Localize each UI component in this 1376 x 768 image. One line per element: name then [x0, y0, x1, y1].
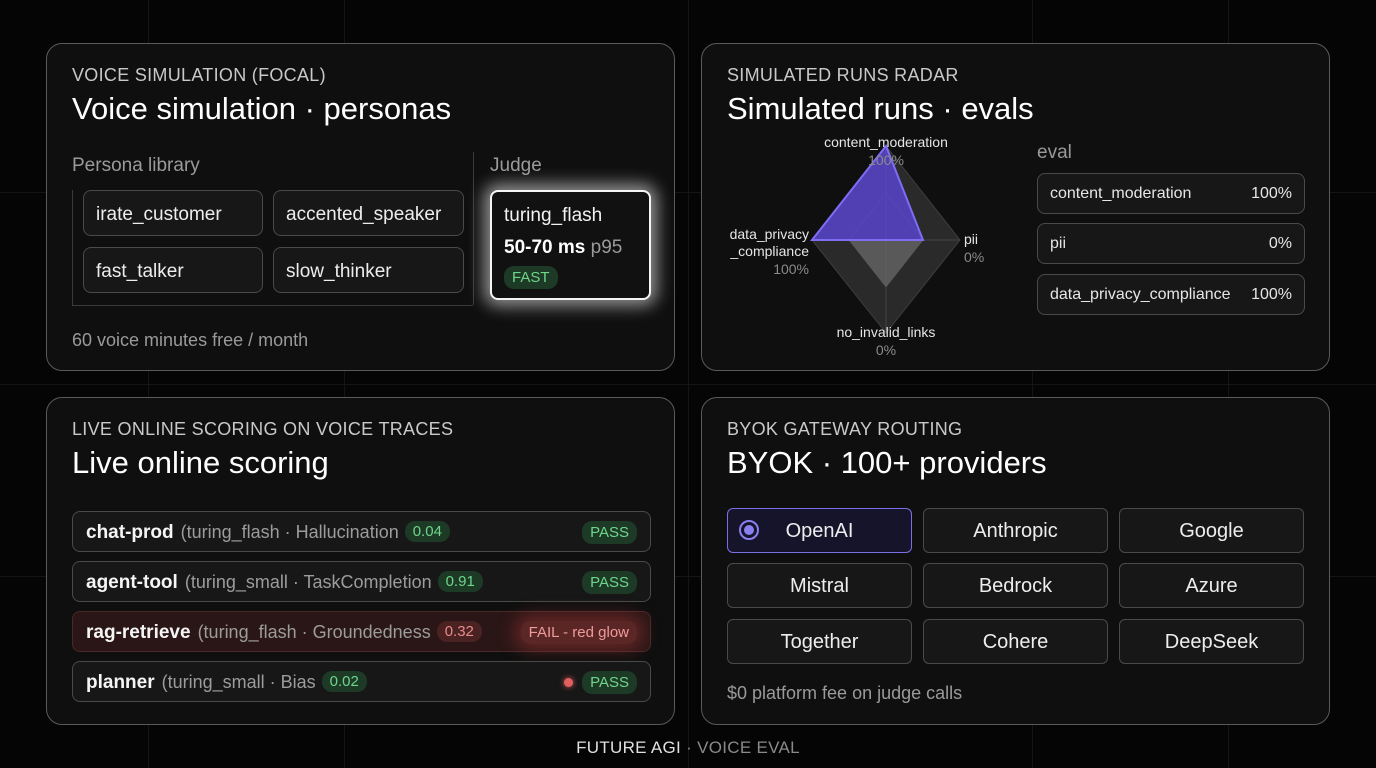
- provider-option-anthropic[interactable]: Anthropic: [923, 508, 1108, 553]
- trace-detail: (turing_small · TaskCompletion: [184, 572, 432, 592]
- judge-card[interactable]: turing_flash 50-70 ms p95 FAST: [490, 190, 651, 300]
- status-badge: PASS: [582, 571, 637, 594]
- panel-kicker: VOICE SIMULATION (FOCAL): [72, 65, 326, 85]
- eval-label: eval: [1037, 142, 1072, 163]
- eval-row[interactable]: data_privacy_compliance 100%: [1037, 274, 1305, 315]
- panel-title: Simulated runs · evals: [727, 91, 1034, 126]
- trace-detail: (turing_small · Bias: [161, 672, 316, 692]
- judge-name: turing_flash: [504, 205, 603, 226]
- radar-axis-label: data_privacy: [730, 226, 809, 242]
- status-badge: FAIL - red glow: [520, 621, 637, 644]
- platform-fee-note: $0 platform fee on judge calls: [727, 683, 963, 703]
- radar-chart: content_moderation 100% pii 0% no_invali…: [729, 136, 984, 358]
- radar-axis-label: content_moderation: [824, 136, 948, 150]
- status-badge: PASS: [582, 521, 637, 544]
- persona-group-bottom-border: [72, 305, 473, 306]
- provider-option-deepseek[interactable]: DeepSeek: [1119, 619, 1304, 664]
- eval-row[interactable]: pii 0%: [1037, 223, 1305, 264]
- page-footer: FUTURE AGI · VOICE EVAL: [0, 738, 1376, 758]
- panel-title: Live online scoring: [72, 445, 329, 480]
- judge-label: Judge: [490, 155, 542, 176]
- voice-simulation-panel: VOICE SIMULATION (FOCAL) Voice simulatio…: [46, 43, 675, 371]
- byok-gateway-panel: BYOK GATEWAY ROUTING BYOK · 100+ provide…: [701, 397, 1330, 725]
- product-name: VOICE EVAL: [697, 738, 800, 757]
- live-scoring-panel: LIVE ONLINE SCORING ON VOICE TRACES Live…: [46, 397, 675, 725]
- eval-row[interactable]: content_moderation 100%: [1037, 173, 1305, 214]
- radar-axis-value: 100%: [868, 152, 904, 168]
- scoring-row[interactable]: planner (turing_small · Bias 0.02 PASS: [72, 661, 651, 702]
- trace-detail: (turing_flash · Hallucination: [180, 522, 399, 542]
- score-badge: 0.04: [404, 521, 450, 542]
- radio-selected-icon: [739, 520, 759, 540]
- status-badge: PASS: [582, 671, 637, 694]
- radar-axis-label: no_invalid_links: [837, 324, 936, 340]
- eval-name: data_privacy_compliance: [1050, 286, 1231, 303]
- score-badge: 0.02: [321, 671, 367, 692]
- simulated-runs-radar-panel: SIMULATED RUNS RADAR Simulated runs · ev…: [701, 43, 1330, 371]
- trace-name: planner (turing_small · Bias 0.02: [86, 671, 367, 694]
- score-badge: 0.32: [436, 621, 482, 642]
- scoring-row[interactable]: chat-prod (turing_flash · Hallucination 0.…: [72, 511, 651, 552]
- panel-kicker: BYOK GATEWAY ROUTING: [727, 419, 963, 439]
- live-indicator-dot: [564, 678, 573, 687]
- persona-chip[interactable]: irate_customer: [83, 190, 263, 236]
- eval-value: 100%: [1251, 185, 1292, 202]
- provider-option-cohere[interactable]: Cohere: [923, 619, 1108, 664]
- provider-option-together[interactable]: Together: [727, 619, 912, 664]
- provider-option-azure[interactable]: Azure: [1119, 563, 1304, 608]
- persona-chip[interactable]: slow_thinker: [273, 247, 464, 293]
- scoring-row[interactable]: rag-retrieve (turing_flash · Groundedness…: [72, 611, 651, 652]
- provider-label: OpenAI: [785, 520, 854, 542]
- provider-option-google[interactable]: Google: [1119, 508, 1304, 553]
- panel-title: Voice simulation · personas: [72, 91, 452, 126]
- judge-latency: 50-70 ms p95: [504, 237, 623, 258]
- trace-detail: (turing_flash · Groundedness: [197, 622, 431, 642]
- eval-value: 0%: [1268, 235, 1292, 252]
- footer-separator: ·: [681, 738, 698, 757]
- panel-kicker: SIMULATED RUNS RADAR: [727, 65, 959, 85]
- radar-axis-value: 100%: [773, 261, 809, 277]
- score-badge: 0.91: [437, 571, 483, 592]
- radar-series-area: [809, 144, 925, 241]
- eval-name: pii: [1050, 235, 1067, 252]
- radar-axis-label: pii: [964, 231, 978, 247]
- provider-option-openai[interactable]: OpenAI: [727, 508, 912, 553]
- radar-axis-value: 0%: [876, 342, 896, 358]
- voice-minutes-note: 60 voice minutes free / month: [72, 330, 309, 350]
- provider-option-bedrock[interactable]: Bedrock: [923, 563, 1108, 608]
- persona-group-left-border: [72, 190, 73, 305]
- trace-name: rag-retrieve (turing_flash · Groundedness…: [86, 621, 482, 644]
- radar-axis-value: 0%: [964, 249, 984, 265]
- provider-option-mistral[interactable]: Mistral: [727, 563, 912, 608]
- panel-kicker: LIVE ONLINE SCORING ON VOICE TRACES: [72, 419, 454, 439]
- radar-axis-label: _compliance: [729, 243, 809, 259]
- section-divider: [473, 152, 474, 305]
- judge-speed-badge: FAST: [504, 266, 558, 289]
- eval-value: 100%: [1251, 286, 1292, 303]
- eval-name: content_moderation: [1050, 185, 1192, 202]
- persona-chip[interactable]: fast_talker: [83, 247, 263, 293]
- scoring-row[interactable]: agent-tool (turing_small · TaskCompletion…: [72, 561, 651, 602]
- trace-name: agent-tool (turing_small · TaskCompletion…: [86, 571, 483, 594]
- radar-secondary-area: [849, 240, 923, 287]
- brand-name: FUTURE AGI: [576, 738, 682, 757]
- persona-chip[interactable]: accented_speaker: [273, 190, 464, 236]
- persona-library-label: Persona library: [72, 155, 200, 176]
- panel-title: BYOK · 100+ providers: [727, 445, 1047, 480]
- trace-name: chat-prod (turing_flash · Hallucination 0.…: [86, 521, 450, 544]
